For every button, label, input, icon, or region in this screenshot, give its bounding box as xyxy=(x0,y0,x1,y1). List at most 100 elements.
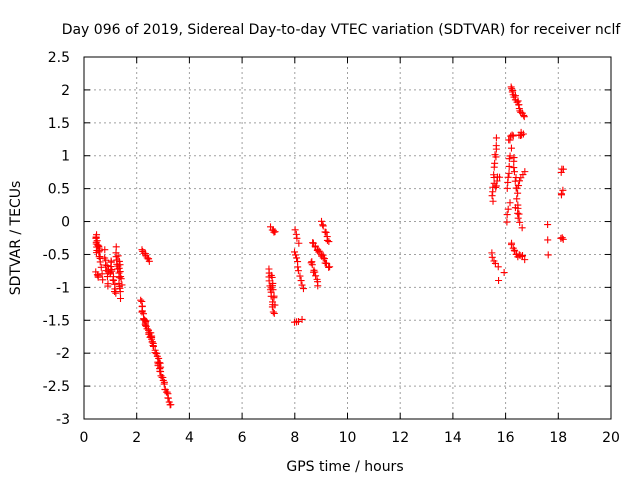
data-point xyxy=(544,251,552,259)
y-axis-label: SDTVAR / TECUs xyxy=(8,181,24,296)
data-point xyxy=(503,218,511,226)
y-tick-label: -1 xyxy=(56,280,70,296)
data-point xyxy=(559,235,567,243)
data-point xyxy=(292,251,300,259)
data-point xyxy=(491,151,499,159)
data-point xyxy=(293,234,301,242)
data-point xyxy=(314,282,322,290)
data-point xyxy=(488,253,496,261)
data-point xyxy=(95,253,103,261)
data-point xyxy=(322,228,330,236)
data-point xyxy=(99,276,107,284)
ticks xyxy=(83,56,612,420)
data-point xyxy=(516,218,524,226)
data-point xyxy=(514,189,522,197)
data-point xyxy=(295,239,303,247)
x-tick-label: 20 xyxy=(602,430,620,446)
y-tick-label: -3 xyxy=(56,412,70,428)
data-point xyxy=(101,246,109,254)
data-point xyxy=(102,261,110,269)
data-point xyxy=(112,243,120,251)
data-point xyxy=(268,273,276,281)
data-point xyxy=(318,217,326,225)
data-point xyxy=(544,236,552,244)
y-tick-label: -1.5 xyxy=(43,313,70,329)
data-point xyxy=(160,380,168,388)
data-point xyxy=(516,177,524,185)
data-point xyxy=(270,309,278,317)
data-point xyxy=(269,308,277,316)
data-point xyxy=(504,173,512,181)
x-axis-label: GPS time / hours xyxy=(286,459,403,475)
data-point xyxy=(510,164,518,172)
data-point xyxy=(319,254,327,262)
data-point xyxy=(293,254,301,262)
data-point xyxy=(519,130,527,138)
data-point xyxy=(515,210,523,218)
data-points xyxy=(92,83,567,409)
data-point xyxy=(114,252,122,260)
data-point xyxy=(521,256,529,264)
data-point xyxy=(507,241,515,249)
x-tick-label: 12 xyxy=(391,430,409,446)
data-point xyxy=(270,294,278,302)
data-point xyxy=(298,315,306,323)
data-point xyxy=(492,183,500,191)
data-point xyxy=(559,186,567,194)
data-point xyxy=(544,221,552,229)
data-point xyxy=(505,162,513,170)
data-point xyxy=(518,224,526,232)
data-point xyxy=(311,268,319,276)
y-tick-label: 1 xyxy=(61,149,70,165)
grid xyxy=(84,57,611,419)
data-point xyxy=(148,335,156,343)
data-point xyxy=(511,204,519,212)
data-point xyxy=(520,113,528,121)
data-point xyxy=(296,272,304,280)
data-point xyxy=(521,168,529,176)
data-point xyxy=(489,197,497,205)
data-point xyxy=(112,289,120,297)
data-point xyxy=(323,236,331,244)
data-point xyxy=(108,267,116,275)
data-point xyxy=(504,205,512,213)
data-point xyxy=(115,264,123,272)
y-tick-label: -0.5 xyxy=(43,247,70,263)
data-point xyxy=(513,195,521,203)
data-point xyxy=(519,251,527,259)
data-point xyxy=(490,171,498,179)
data-point xyxy=(292,230,300,238)
data-point xyxy=(145,257,153,265)
x-tick-labels: 0 2 4 6 8 10 12 14 16 18 20 xyxy=(80,430,620,446)
x-tick-label: 16 xyxy=(497,430,515,446)
data-point xyxy=(98,270,106,278)
y-tick-label: 1.5 xyxy=(48,116,70,132)
data-point xyxy=(488,192,496,200)
data-point xyxy=(323,259,331,267)
data-point xyxy=(96,247,104,255)
data-point xyxy=(500,269,508,277)
y-tick-label: -2.5 xyxy=(43,379,70,395)
data-point xyxy=(167,401,175,409)
x-tick-label: 2 xyxy=(132,430,141,446)
data-point xyxy=(143,325,151,333)
data-point xyxy=(491,159,499,167)
data-point xyxy=(116,288,124,296)
x-tick-label: 10 xyxy=(339,430,357,446)
data-point xyxy=(107,263,115,271)
data-point xyxy=(268,282,276,290)
x-tick-label: 4 xyxy=(185,430,194,446)
data-point xyxy=(149,342,157,350)
data-point xyxy=(93,237,101,245)
data-point xyxy=(508,85,516,93)
data-point xyxy=(520,111,528,119)
data-point xyxy=(158,373,166,381)
data-point xyxy=(492,134,500,142)
data-point xyxy=(294,317,302,325)
data-point xyxy=(557,191,565,199)
data-point xyxy=(265,277,273,285)
data-point xyxy=(326,263,334,271)
y-tick-label: 2.5 xyxy=(48,50,70,66)
y-tick-label: 0.5 xyxy=(48,182,70,198)
data-point xyxy=(297,277,305,285)
